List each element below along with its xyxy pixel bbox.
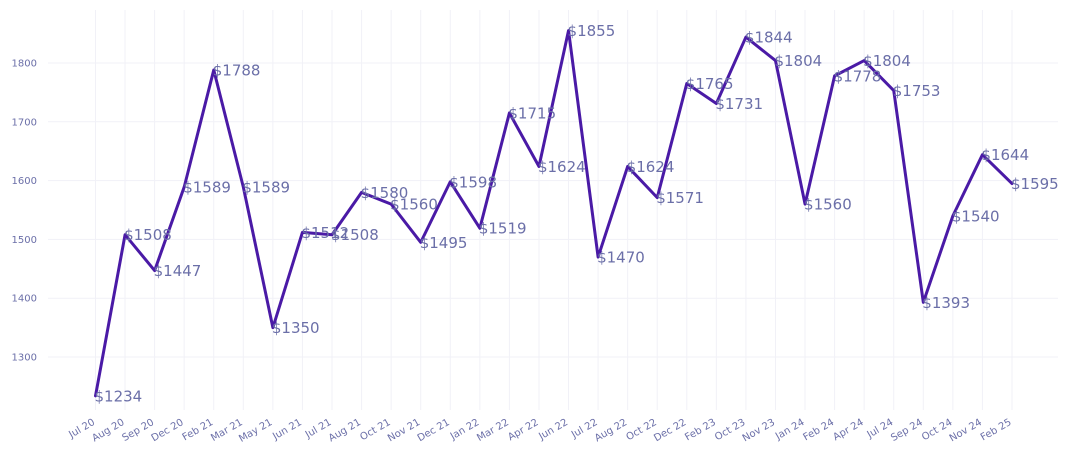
x-tick-label: Nov 23 bbox=[741, 417, 777, 444]
series-line bbox=[94, 29, 1014, 398]
x-tick-label: Feb 25 bbox=[979, 417, 1014, 443]
data-label: $1715 bbox=[508, 104, 556, 122]
data-label: $1598 bbox=[449, 173, 497, 191]
data-label: $1624 bbox=[627, 158, 675, 176]
data-label: $1624 bbox=[538, 158, 586, 176]
x-tick-label: Aug 22 bbox=[593, 417, 629, 444]
x-tick-label: May 21 bbox=[237, 417, 274, 445]
data-label: $1393 bbox=[922, 294, 970, 312]
data-label: $1508 bbox=[331, 226, 379, 244]
y-tick-label: 1600 bbox=[12, 176, 37, 187]
data-label: $1644 bbox=[981, 146, 1029, 164]
vertical-grid bbox=[95, 10, 1013, 410]
data-label: $1512 bbox=[301, 224, 349, 242]
data-label: $1571 bbox=[656, 189, 704, 207]
x-tick-label: Dec 22 bbox=[652, 417, 688, 444]
x-tick-label: Jun 22 bbox=[536, 417, 570, 443]
data-label: $1580 bbox=[361, 184, 409, 202]
x-tick-label: Aug 21 bbox=[327, 417, 363, 444]
x-tick-label: Jan 24 bbox=[773, 417, 806, 443]
x-tick-label: Sep 20 bbox=[121, 417, 157, 444]
y-tick-label: 1800 bbox=[12, 58, 37, 69]
data-label: $1560 bbox=[804, 196, 852, 214]
data-label: $1508 bbox=[124, 226, 172, 244]
x-tick-label: Dec 20 bbox=[150, 417, 186, 444]
data-label: $1470 bbox=[597, 249, 645, 267]
y-tick-label: 1300 bbox=[12, 353, 37, 364]
data-label: $1540 bbox=[952, 207, 1000, 225]
y-tick-label: 1700 bbox=[12, 117, 37, 128]
data-label: $1234 bbox=[95, 387, 143, 405]
data-label: $1765 bbox=[686, 75, 734, 93]
horizontal-grid bbox=[48, 62, 1058, 358]
x-tick-label: Nov 21 bbox=[386, 417, 422, 444]
x-tick-label: Aug 20 bbox=[90, 417, 126, 444]
data-labels: $1234 $1508 $1447 $1589 $1788 $1589 $1350 $1512… bbox=[95, 22, 1059, 405]
data-label: $1350 bbox=[272, 319, 320, 337]
x-tick-label: Oct 22 bbox=[624, 417, 658, 443]
data-label: $1844 bbox=[745, 29, 793, 47]
x-tick-label: Feb 21 bbox=[181, 417, 216, 443]
data-label: $1589 bbox=[183, 179, 231, 197]
data-label: $1753 bbox=[893, 82, 941, 100]
x-tick-label: Feb 24 bbox=[802, 417, 837, 443]
x-tick-label: Jun 21 bbox=[270, 417, 304, 443]
x-tick-label: Feb 23 bbox=[683, 417, 718, 443]
x-tick-label: Apr 22 bbox=[506, 417, 540, 443]
data-label: $1589 bbox=[242, 179, 290, 197]
x-tick-label: Sep 24 bbox=[889, 417, 925, 444]
data-label: $1788 bbox=[213, 62, 261, 80]
data-label: $1519 bbox=[479, 220, 527, 238]
x-tick-label: Nov 24 bbox=[948, 417, 984, 444]
data-label: $1731 bbox=[715, 95, 763, 113]
data-label: $1495 bbox=[420, 234, 468, 252]
data-label: $1778 bbox=[834, 67, 882, 85]
data-label: $1560 bbox=[390, 196, 438, 214]
x-tick-label: Mar 22 bbox=[475, 417, 511, 444]
y-tick-label: 1400 bbox=[12, 294, 37, 305]
x-tick-label: Dec 21 bbox=[416, 417, 452, 444]
data-label: $1447 bbox=[154, 262, 202, 280]
data-label: $1804 bbox=[863, 52, 911, 70]
data-label: $1595 bbox=[1011, 175, 1059, 193]
data-label: $1804 bbox=[774, 52, 822, 70]
x-tick-label: Apr 24 bbox=[831, 417, 865, 443]
data-label: $1855 bbox=[568, 22, 616, 40]
y-axis: 1300 1400 1500 1600 1700 1800 bbox=[12, 58, 37, 363]
y-tick-label: 1500 bbox=[12, 235, 37, 246]
x-tick-label: Jan 22 bbox=[448, 417, 481, 443]
